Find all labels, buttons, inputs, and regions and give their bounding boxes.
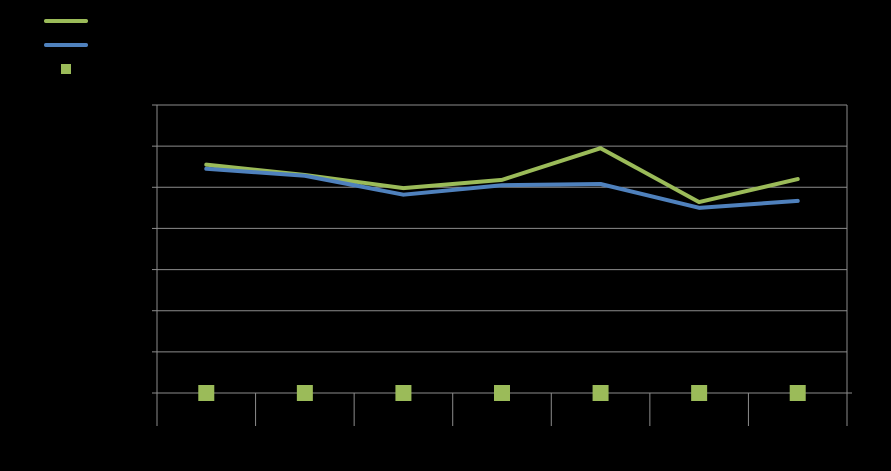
series-marker-3-point — [789, 385, 806, 401]
axes — [152, 105, 852, 426]
series-marker-3-point — [494, 385, 510, 401]
series-marker-3-point — [198, 385, 215, 401]
series-line-2 — [204, 166, 800, 210]
series-group — [198, 146, 806, 401]
legend-swatch-marker-3 — [61, 64, 71, 74]
gridlines — [152, 104, 847, 353]
series-marker-3-point — [296, 385, 313, 401]
legend — [44, 19, 88, 74]
series-marker-3-point — [395, 385, 412, 401]
series-marker-3-point — [691, 385, 708, 401]
series-marker-3-point — [592, 385, 609, 401]
